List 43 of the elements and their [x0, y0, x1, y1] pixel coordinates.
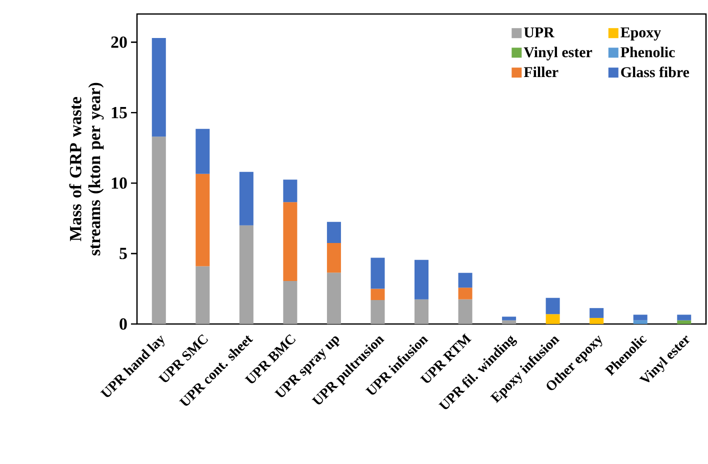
- bar: [326, 222, 341, 243]
- bar: [283, 281, 298, 324]
- bar: [152, 136, 166, 324]
- legend-label: Vinyl ester: [524, 46, 592, 60]
- y-axis-title: Mass of GRP waste streams (kton per year): [69, 82, 104, 256]
- bar: [283, 202, 298, 282]
- y-tick-label: 15: [112, 106, 127, 118]
- legend-label: Epoxy: [620, 27, 661, 40]
- bar: [502, 320, 516, 324]
- legend-label: Phenolic: [620, 46, 675, 58]
- bar: [458, 272, 472, 288]
- bar: [239, 172, 254, 226]
- bar: [502, 316, 516, 320]
- bar: [590, 318, 604, 324]
- bar: [239, 225, 254, 324]
- legend-label: Filler: [524, 66, 558, 78]
- bar: [414, 299, 429, 324]
- legend-label: UPR: [524, 27, 554, 38]
- bar: [677, 320, 692, 324]
- bar: [546, 298, 560, 314]
- y-tick-label: 0: [120, 318, 127, 330]
- bar: [590, 308, 604, 318]
- bar: [370, 258, 385, 289]
- bar: [546, 314, 560, 324]
- bar: [326, 242, 341, 273]
- bar: [633, 320, 648, 324]
- bar: [196, 174, 210, 266]
- bar: [677, 314, 692, 320]
- bar: [196, 128, 210, 174]
- bar: [370, 288, 385, 300]
- y-tick-label: 5: [120, 248, 127, 260]
- legend-label: Glass fibre: [621, 66, 690, 78]
- bar: [326, 272, 341, 324]
- bar: [633, 314, 648, 320]
- y-tick-label: 10: [112, 177, 127, 189]
- bar: [458, 299, 472, 324]
- bar: [152, 38, 166, 137]
- bar: [458, 288, 472, 300]
- bar: [414, 260, 429, 300]
- bar: [370, 300, 385, 324]
- bar: [283, 180, 298, 202]
- bar: [196, 266, 210, 324]
- y-tick-label: 20: [111, 36, 127, 48]
